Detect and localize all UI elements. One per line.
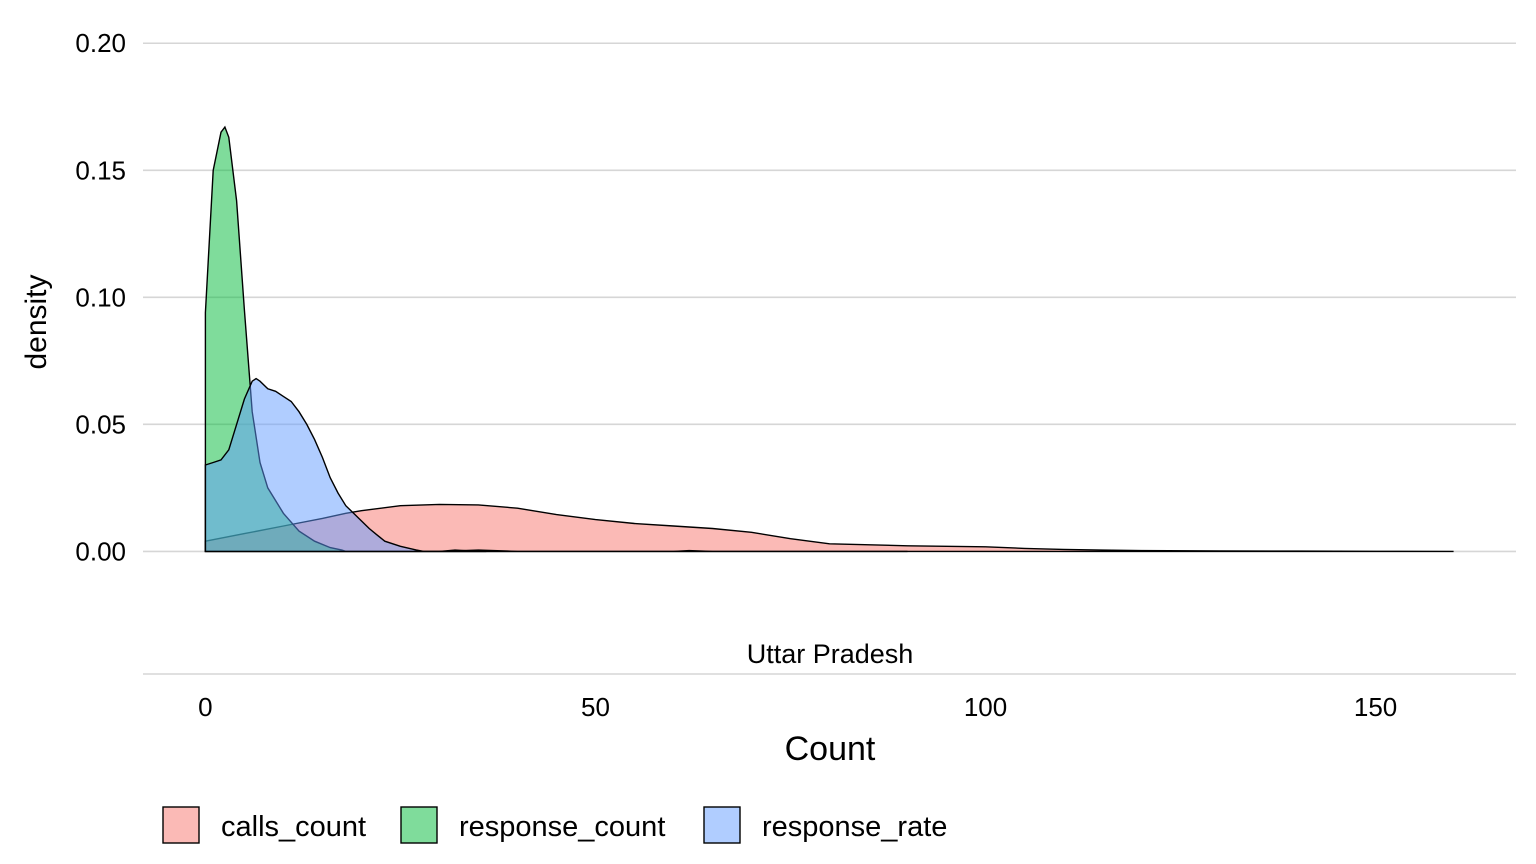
- x-axis-title: Count: [785, 730, 876, 768]
- y-tick-label: 0.00: [75, 536, 126, 566]
- x-tick-label: 0: [198, 692, 212, 722]
- legend-label: response_rate: [762, 811, 947, 843]
- legend-key-response-rate: [703, 806, 741, 844]
- y-axis-title: density: [20, 274, 53, 369]
- facet-strip-label: Uttar Pradesh: [747, 639, 914, 669]
- density-area-response-rate: [204, 377, 487, 553]
- x-tick-label: 100: [964, 692, 1007, 722]
- legend: calls_count response_count response_rate: [162, 806, 947, 844]
- y-tick-label: 0.05: [75, 409, 126, 439]
- y-tick-label: 0.10: [75, 282, 126, 312]
- y-tick-label: 0.20: [75, 28, 126, 58]
- x-tick-label: 150: [1354, 692, 1397, 722]
- density-areas: [204, 125, 1454, 553]
- x-tick-label: 50: [581, 692, 610, 722]
- y-gridlines: [143, 42, 1516, 553]
- legend-label: calls_count: [221, 811, 366, 843]
- y-tick-labels: 0.00 0.05 0.10 0.15 0.20: [75, 28, 126, 566]
- x-tick-labels: 0 50 100 150: [198, 692, 1397, 722]
- legend-key-response-count: [400, 806, 438, 844]
- legend-key-calls-count: [162, 806, 200, 844]
- y-tick-label: 0.15: [75, 155, 126, 185]
- legend-label: response_count: [459, 811, 665, 843]
